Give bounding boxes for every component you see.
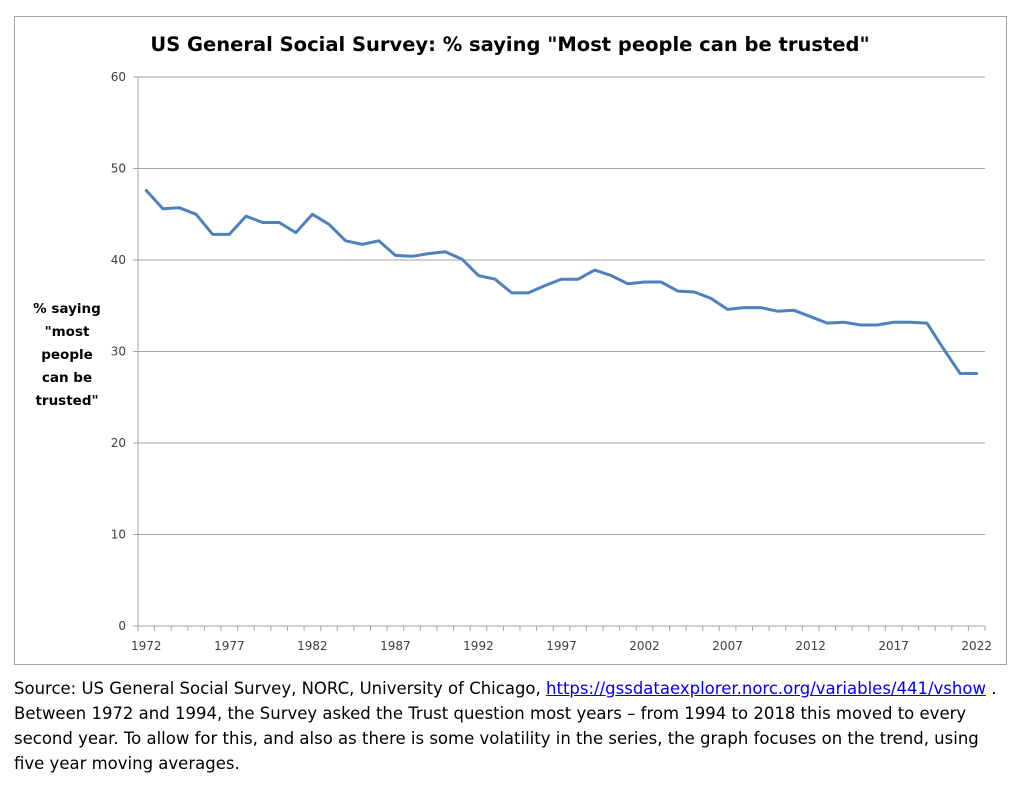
y-axis-label-line: people (41, 347, 93, 363)
y-tick-label: 60 (111, 70, 126, 84)
x-tick-label: 2012 (795, 639, 826, 653)
y-axis-label-line: can be (42, 370, 92, 386)
y-axis-label: % saying "most people can be trusted" (33, 301, 101, 409)
x-tick-label: 1987 (380, 639, 411, 653)
chart-frame (14, 16, 1007, 665)
y-axis-label-line: % saying (33, 301, 101, 317)
caption-prefix: Source: US General Social Survey, NORC, … (14, 679, 547, 698)
y-tick-label: 50 (111, 162, 126, 176)
x-tick-label: 2007 (712, 639, 743, 653)
x-tick-label: 2022 (961, 639, 992, 653)
x-tick-label: 2017 (878, 639, 909, 653)
caption-suffix: . Between 1972 and 1994, the Survey aske… (14, 679, 997, 773)
line-chart: US General Social Survey: % saying "Most… (33, 33, 992, 653)
x-tick-label: 1977 (214, 639, 245, 653)
source-link[interactable]: https://gssdataexplorer.norc.org/variabl… (546, 679, 986, 698)
y-tick-label: 30 (111, 345, 126, 359)
y-axis-label-line: trusted" (35, 393, 98, 409)
chart-title: US General Social Survey: % saying "Most… (150, 33, 869, 56)
x-tick-labels: 1972 1977 1982 1987 1992 1997 2002 2007 2012 2017… (131, 639, 992, 653)
source-caption: Source: US General Social Survey, NORC, … (14, 676, 1014, 776)
series-line (144, 189, 979, 375)
y-tick-label: 10 (111, 528, 126, 542)
y-tick-labels: 0 10 20 30 40 50 60 (111, 70, 126, 633)
x-tick-label: 1972 (131, 639, 162, 653)
y-tick-label: 40 (111, 253, 126, 267)
gridlines (138, 76, 985, 535)
y-axis-label-line: "most (45, 324, 90, 340)
x-tick-label: 1982 (297, 639, 328, 653)
y-tick-label: 0 (118, 619, 126, 633)
x-tick-label: 2002 (629, 639, 660, 653)
axes (133, 76, 986, 631)
x-tick-label: 1992 (463, 639, 494, 653)
y-tick-label: 20 (111, 436, 126, 450)
series-layer (144, 189, 979, 375)
x-tick-label: 1997 (546, 639, 577, 653)
